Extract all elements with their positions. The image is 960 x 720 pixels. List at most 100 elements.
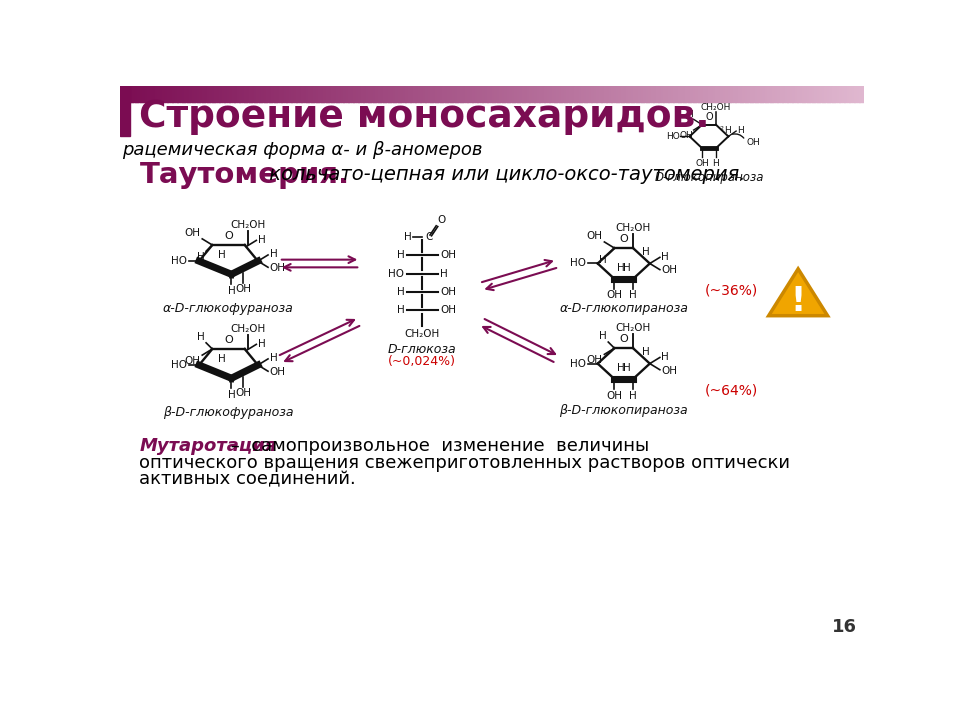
Bar [770,86,773,102]
Bar [546,86,550,102]
Bar [643,86,646,102]
Bar [325,86,329,102]
Bar [333,86,337,102]
Bar [715,86,718,102]
Bar [281,86,284,102]
Bar [789,86,793,102]
Text: OH: OH [440,287,456,297]
Bar [636,86,639,102]
Text: HO: HO [172,360,187,370]
Bar [831,86,835,102]
Bar [299,86,301,102]
Bar [296,86,300,102]
Bar [720,86,724,102]
Bar [524,86,527,102]
Bar [463,86,466,102]
Bar [728,86,731,102]
Bar [755,86,758,102]
Bar [134,86,138,102]
Bar [162,86,165,102]
Bar [581,86,585,102]
Bar [371,86,373,102]
Text: O: O [438,215,446,225]
Bar [663,86,666,102]
Text: H: H [396,305,404,315]
Bar [368,86,372,102]
Bar [137,86,140,102]
Bar [626,86,629,102]
Bar [187,86,190,102]
Bar [740,86,743,102]
Text: H: H [737,126,744,135]
Text: CH₂OH: CH₂OH [701,102,732,112]
Bar [559,86,563,102]
Bar [593,86,597,102]
Text: OH: OH [184,356,201,366]
Bar [120,86,130,137]
Bar [274,86,277,102]
Bar [825,86,828,102]
Bar [418,86,420,102]
Bar [266,86,270,102]
Bar [820,86,823,102]
Bar [355,86,359,102]
Bar [316,86,319,102]
Text: H: H [712,159,719,168]
Bar [289,86,292,102]
Bar [742,86,746,102]
Text: H: H [629,290,636,300]
Text: –  самопроизвольное  изменение  величины: – самопроизвольное изменение величины [225,437,649,455]
Bar [762,86,765,102]
Bar [247,86,250,102]
Bar [710,86,713,102]
Bar [306,86,309,102]
Bar [425,86,428,102]
Bar [814,86,818,102]
Text: H: H [623,363,631,373]
Bar [175,86,178,102]
Text: HO: HO [172,256,187,266]
Bar [690,86,694,102]
Bar [670,86,674,102]
Bar [361,86,364,102]
Bar [829,86,832,102]
Bar [200,86,203,102]
Bar [529,86,533,102]
Bar [591,86,594,102]
Bar [784,86,788,102]
Bar [767,86,771,102]
Bar [170,86,173,102]
Bar [167,86,170,102]
Text: CH₂OH: CH₂OH [404,329,440,339]
Bar [515,86,517,102]
Text: O: O [706,112,713,122]
Bar [393,86,396,102]
Bar [757,86,760,102]
Bar [204,86,207,102]
Bar [732,86,735,102]
Bar [494,86,497,102]
Bar [802,86,805,102]
Bar [388,86,391,102]
Bar [787,86,790,102]
Text: оптического вращения свежеприготовленных растворов оптически: оптического вращения свежеприготовленных… [139,454,790,472]
Text: H: H [642,347,650,357]
Bar [301,86,304,102]
Bar [276,86,279,102]
Bar [668,86,671,102]
Bar [344,86,347,102]
Bar [172,86,176,102]
Bar [413,86,416,102]
Bar [375,86,378,102]
Bar [861,86,865,102]
Text: (~36%): (~36%) [706,284,758,297]
Text: рацемическая форма α- и β-аномеров: рацемическая форма α- и β-аномеров [122,140,482,158]
Bar [259,86,262,102]
Bar [222,86,225,102]
Bar [681,86,684,102]
Bar [130,86,133,102]
Bar [363,86,367,102]
Bar [522,86,525,102]
Text: CH₂OH: CH₂OH [230,323,265,333]
Bar [673,86,676,102]
